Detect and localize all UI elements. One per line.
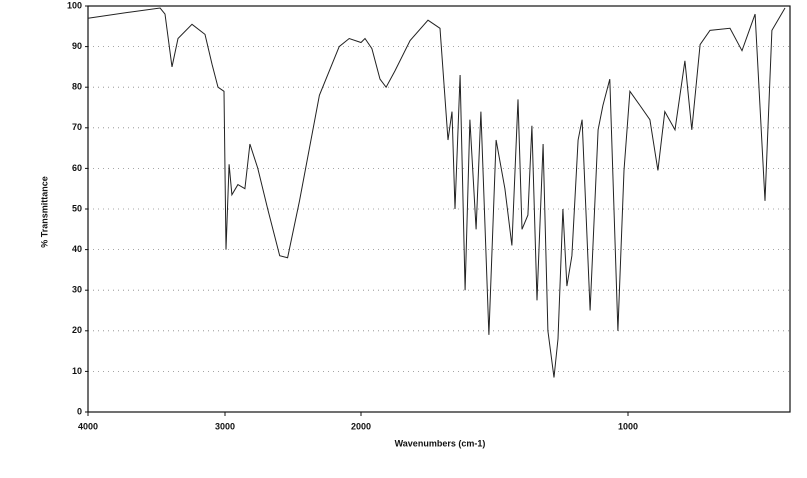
y-axis-label: % Transmittance [39,176,49,248]
y-tick-label: 70 [72,122,82,132]
x-tick-label: 1000 [618,421,638,431]
y-tick-label: 0 [77,406,82,416]
y-tick-label: 10 [72,366,82,376]
x-tick-label: 2000 [351,421,371,431]
y-tick-label: 30 [72,285,82,295]
x-axis-label: Wavenumbers (cm-1) [395,438,486,448]
y-tick-label: 50 [72,203,82,213]
y-tick-label: 40 [72,244,82,254]
x-tick-label: 4000 [78,421,98,431]
y-tick-label: 90 [72,41,82,51]
y-tick-label: 100 [67,0,82,10]
y-tick-label: 60 [72,163,82,173]
x-tick-label: 3000 [215,421,235,431]
spectrum-line [87,7,786,378]
plot-frame [87,5,791,413]
y-tick-label: 20 [72,325,82,335]
y-tick-label: 80 [72,82,82,92]
